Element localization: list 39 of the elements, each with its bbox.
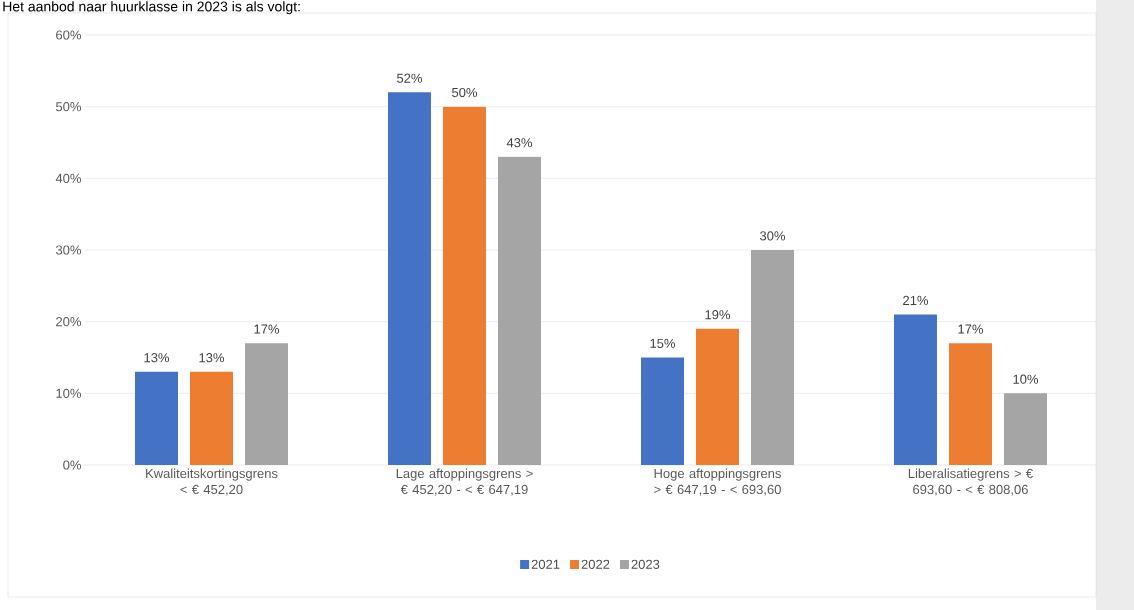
- data-label: 10%: [1013, 374, 1039, 384]
- data-label: 52%: [397, 73, 423, 83]
- data-label: 50%: [452, 87, 478, 98]
- data-label: 17%: [958, 324, 984, 334]
- bar: [695, 328, 739, 465]
- data-label: 13%: [199, 353, 225, 363]
- data-label: 21%: [903, 295, 929, 305]
- bar: [1003, 393, 1047, 465]
- data-label: 30%: [759, 231, 786, 241]
- bar: [893, 314, 937, 465]
- y-tick-label: 30%: [55, 245, 82, 255]
- bar: [750, 250, 794, 465]
- y-tick-label: 40%: [55, 173, 82, 183]
- legend-label: 2023: [631, 559, 660, 569]
- bar: [640, 357, 684, 465]
- bar: [245, 343, 288, 465]
- data-label: 13%: [144, 353, 170, 363]
- y-tick-label: 20%: [56, 317, 82, 327]
- y-tick-label: 10%: [56, 388, 82, 398]
- y-tick-label: 50%: [55, 102, 82, 112]
- y-tick-label: 60%: [56, 30, 82, 40]
- data-label: 43%: [506, 138, 533, 148]
- data-label: 17%: [254, 324, 280, 334]
- data-label: 19%: [705, 310, 731, 320]
- legend-label: 2021: [531, 559, 560, 569]
- data-label: 15%: [650, 338, 676, 348]
- x-tick-label: Kwaliteitskortingsgrens < € 452,20: [146, 468, 278, 496]
- chart-title: Het aanbod naar huurklasse in 2023 is als volgt:: [3, 1, 300, 15]
- bar: [442, 106, 486, 465]
- x-tick-label: Lage aftoppingsgrens > € 452,20 - < € 647,19: [396, 468, 533, 496]
- y-tick-label: 0%: [63, 460, 82, 470]
- bar: [387, 92, 431, 465]
- bar: [190, 371, 233, 465]
- bar: [948, 343, 992, 465]
- legend-label: 2022: [581, 559, 610, 569]
- x-tick-label: Hoge aftoppingsgrens > € 647,19 - < 693,60: [654, 468, 781, 496]
- bar: [497, 156, 541, 465]
- bar: [135, 371, 178, 465]
- x-tick-label: Liberalisatiegrens > € 693,60 - < € 808,06: [908, 468, 1033, 496]
